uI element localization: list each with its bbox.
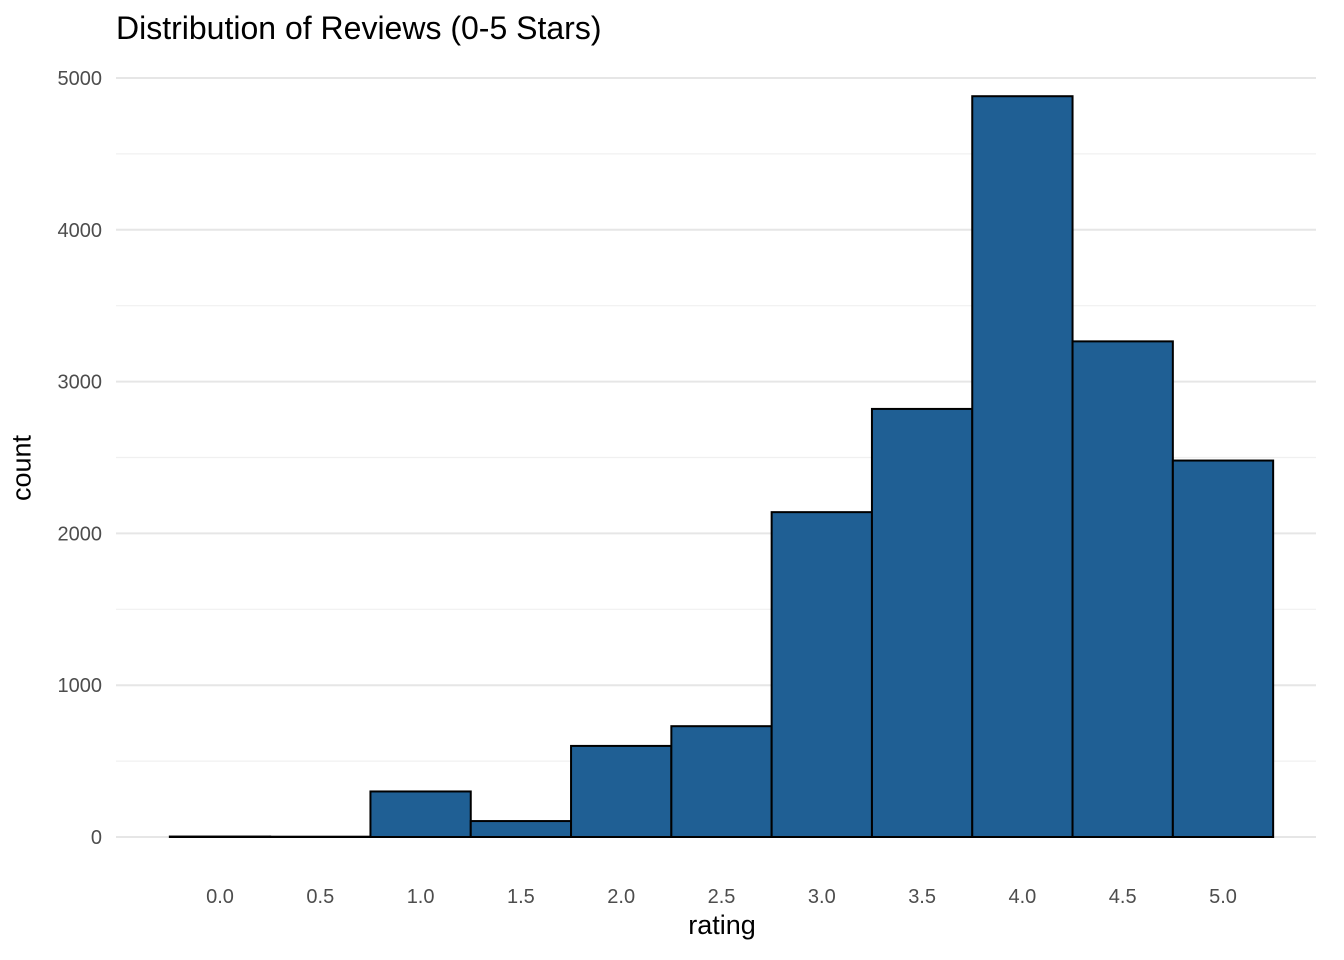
x-tick-label: 0.0 — [206, 886, 234, 908]
x-tick-label: 2.5 — [708, 886, 736, 908]
histogram-bar — [1171, 459, 1275, 838]
x-tick-label: 2.0 — [607, 886, 635, 908]
histogram-bar — [570, 744, 673, 838]
y-tick-label: 0 — [91, 827, 102, 849]
y-axis-label: count — [6, 434, 37, 502]
x-tick-label: 5.0 — [1209, 886, 1237, 908]
histogram-bar — [770, 511, 873, 838]
x-tick-label: 3.5 — [908, 886, 936, 908]
x-axis-label: rating — [688, 910, 756, 940]
x-tick-label: 4.5 — [1109, 886, 1137, 908]
histogram-bar — [469, 820, 573, 838]
y-tick-label: 3000 — [58, 372, 103, 394]
chart-title: Distribution of Reviews (0-5 Stars) — [116, 10, 602, 46]
y-tick-label: 1000 — [58, 675, 103, 697]
x-tick-label: 3.0 — [808, 886, 836, 908]
histogram-bar — [971, 95, 1074, 838]
x-tick-label: 4.0 — [1008, 886, 1036, 908]
histogram-bar — [870, 407, 974, 838]
y-tick-label: 2000 — [58, 523, 103, 545]
histogram-bar — [369, 790, 472, 839]
bars — [168, 95, 1275, 839]
x-tick-label: 1.0 — [407, 886, 435, 908]
x-tick-label: 1.5 — [507, 886, 535, 908]
histogram-bar — [670, 725, 773, 838]
histogram-bar — [1071, 340, 1174, 838]
y-tick-label: 4000 — [58, 220, 103, 242]
x-tick-label: 0.5 — [306, 886, 334, 908]
y-tick-label: 5000 — [58, 68, 103, 90]
y-axis-ticks: 0 1000 2000 3000 4000 5000 — [58, 68, 103, 849]
x-axis-ticks: 0.0 0.5 1.0 1.5 2.0 2.5 3.0 3.5 4.0 4.5 5.0 — [206, 886, 1237, 908]
